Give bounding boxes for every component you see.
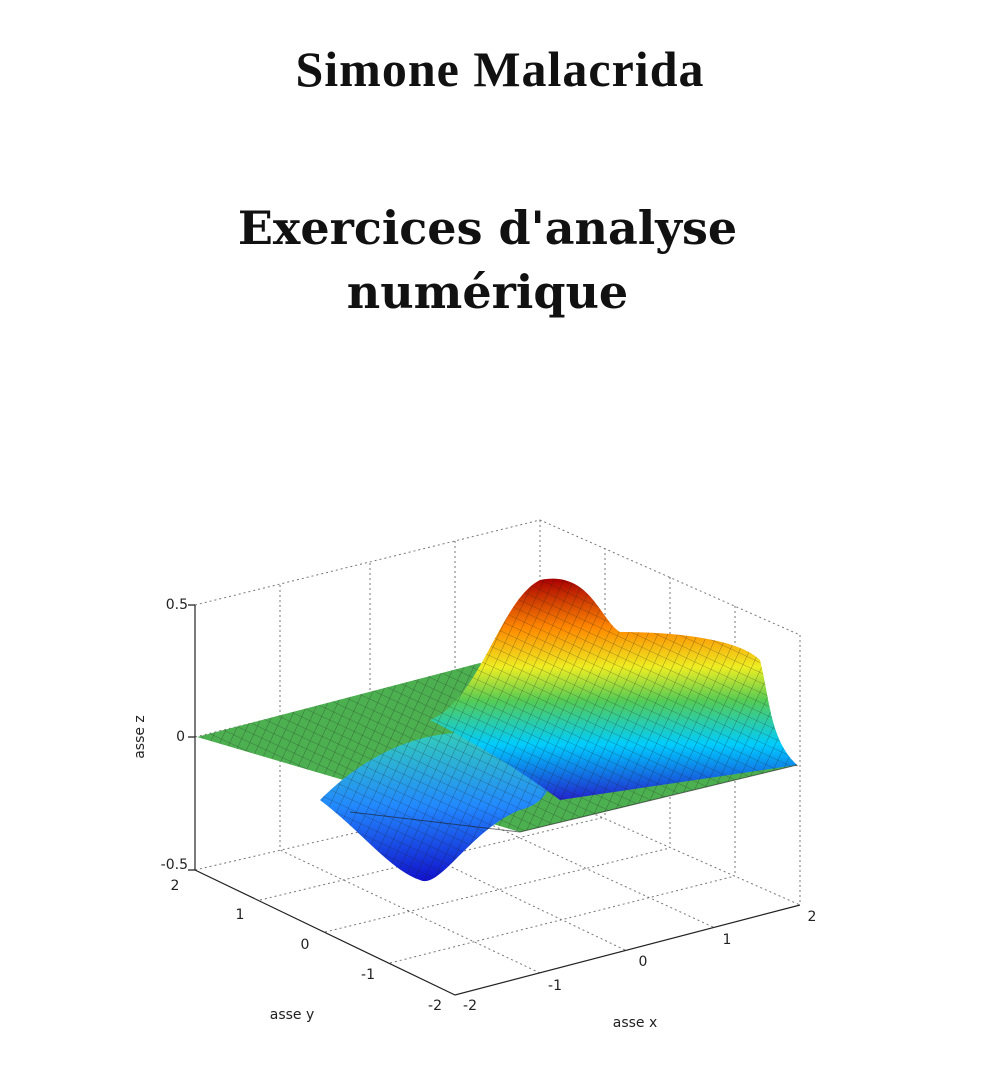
x-axis-label: asse x bbox=[613, 1015, 658, 1031]
x-tick-label: 2 bbox=[808, 909, 817, 925]
x-tick-label: 0 bbox=[639, 954, 648, 970]
z-tick-label: 0 bbox=[176, 729, 185, 745]
x-tick-label: -2 bbox=[463, 998, 477, 1014]
title: Exercices d'analyse numérique bbox=[0, 196, 975, 324]
y-tick-label: -1 bbox=[361, 967, 375, 983]
x-tick-label: 1 bbox=[723, 932, 732, 948]
y-tick-label: -2 bbox=[428, 998, 442, 1014]
y-tick-label: 2 bbox=[171, 878, 180, 894]
surface bbox=[197, 578, 798, 882]
title-line: numérique bbox=[346, 265, 629, 319]
y-tick-label: 0 bbox=[301, 937, 310, 953]
y-axis-label: asse y bbox=[270, 1007, 315, 1023]
z-tick-label: -0.5 bbox=[161, 857, 188, 873]
z-axis-label: asse z bbox=[132, 715, 148, 759]
x-tick-label: -1 bbox=[548, 978, 562, 994]
z-tick-label: 0.5 bbox=[166, 597, 188, 613]
title-line: Exercices d'analyse bbox=[237, 201, 738, 255]
y-tick-label: 1 bbox=[236, 907, 245, 923]
author: Simone Malacrida bbox=[295, 41, 705, 97]
